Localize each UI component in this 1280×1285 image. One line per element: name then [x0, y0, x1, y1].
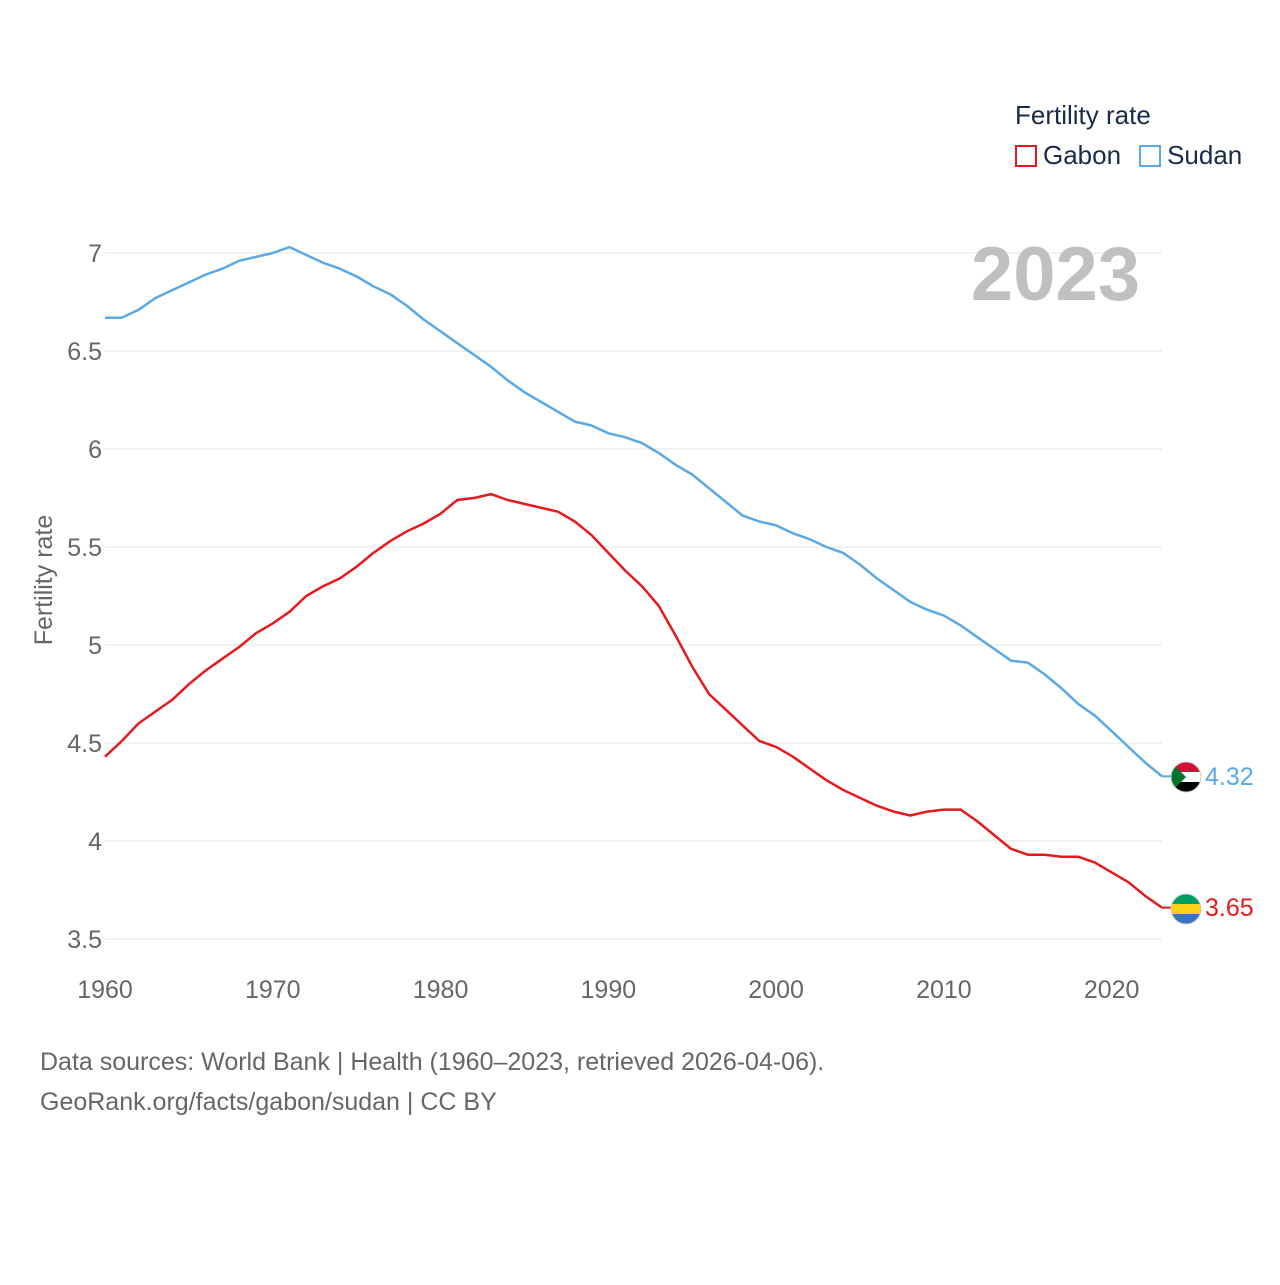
footer-sources: Data sources: World Bank | Health (1960–…	[40, 1048, 825, 1076]
y-tick-label: 4.5	[67, 730, 102, 758]
legend-label-gabon: Gabon	[1043, 140, 1122, 170]
x-tick-label: 2000	[748, 976, 804, 1004]
x-tick-label: 2020	[1084, 976, 1140, 1004]
legend-label-sudan: Sudan	[1167, 140, 1243, 170]
series-line-sudan[interactable]	[105, 245, 1163, 778]
series-line-gabon[interactable]	[104, 492, 1163, 909]
legend: Gabon Sudan	[1015, 140, 1242, 171]
y-tick-label: 4	[88, 828, 102, 856]
y-axis-label: Fertility rate	[30, 515, 58, 646]
legend-swatch-gabon	[1015, 144, 1037, 167]
legend-item-sudan[interactable]: Sudan	[1139, 140, 1242, 171]
y-tick-label: 6.5	[67, 338, 102, 366]
legend-item-gabon[interactable]: Gabon	[1015, 140, 1121, 171]
x-tick-label: 1980	[413, 976, 469, 1004]
footer: Data sources: World Bank | Health (1960–…	[40, 1042, 824, 1122]
x-tick-label: 2010	[916, 976, 972, 1004]
year-watermark: 2023	[971, 232, 1140, 317]
sudan-flag	[1171, 762, 1201, 792]
legend-title: Fertility rate	[1015, 100, 1151, 130]
y-tick-label: 6	[88, 436, 102, 464]
gabon-flag	[1171, 894, 1201, 924]
y-tick-label: 3.5	[67, 926, 102, 954]
footer-attribution[interactable]: GeoRank.org/facts/gabon/sudan | CC BY	[40, 1088, 497, 1116]
x-tick-label: 1960	[77, 976, 133, 1004]
y-tick-label: 7	[88, 240, 102, 268]
x-tick-label: 1990	[581, 976, 637, 1004]
sudan-end-label: 4.32	[1205, 763, 1254, 791]
gabon-end-label: 3.65	[1205, 894, 1254, 922]
y-tick-label: 5.5	[67, 534, 102, 562]
y-tick-label: 5	[88, 632, 102, 660]
x-tick-label: 1970	[245, 976, 301, 1004]
legend-swatch-sudan	[1139, 144, 1162, 167]
